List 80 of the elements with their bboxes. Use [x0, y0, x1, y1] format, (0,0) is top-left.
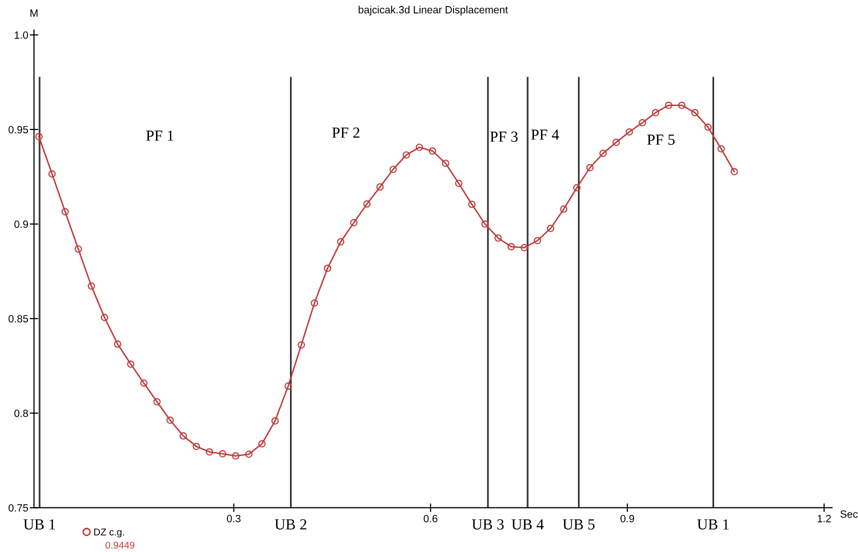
x-axis-title: Sec	[840, 510, 858, 518]
point	[232, 452, 240, 460]
point	[271, 417, 279, 425]
point	[678, 102, 686, 109]
point	[284, 382, 292, 390]
annotation: PF 4	[531, 130, 559, 140]
point	[100, 314, 108, 322]
chart-title: bajcicak.3d Linear Displacement	[358, 6, 508, 16]
point	[245, 450, 253, 458]
y-tick-label: 0.9	[14, 220, 28, 228]
point	[416, 144, 424, 151]
point	[573, 184, 581, 192]
point	[206, 448, 214, 456]
point	[508, 243, 515, 250]
annotation: PF 5	[647, 134, 675, 145]
point	[140, 379, 148, 387]
y-tick-label: 0.8	[14, 410, 28, 418]
point	[586, 164, 594, 172]
point	[534, 236, 542, 244]
point	[336, 238, 344, 246]
point	[258, 440, 266, 448]
point	[730, 168, 738, 176]
point	[402, 151, 410, 159]
point	[638, 118, 646, 126]
point	[468, 200, 476, 208]
x-tick-label: 1.2	[818, 514, 831, 522]
point	[704, 124, 712, 131]
annotation: PF 1	[146, 130, 174, 141]
ref-line-label: UB 1	[697, 519, 729, 530]
point	[546, 224, 554, 232]
point	[428, 147, 436, 155]
point	[442, 160, 450, 168]
point	[560, 205, 568, 213]
x-tick-label: 0.3	[226, 514, 241, 522]
point	[61, 208, 69, 216]
point	[652, 108, 660, 116]
legend-label: DZ c.g.	[94, 528, 124, 538]
ref-line-label: UB 4	[512, 519, 544, 530]
point	[153, 398, 161, 406]
y-axis-title: M	[30, 10, 38, 17]
point	[166, 416, 174, 424]
point	[114, 340, 122, 348]
point	[74, 245, 82, 253]
point	[455, 180, 462, 188]
annotation: PF 3	[490, 132, 518, 142]
point	[298, 341, 305, 349]
text: 0.9449	[106, 542, 134, 549]
point	[494, 234, 502, 242]
point	[127, 360, 134, 368]
point	[599, 150, 607, 157]
point	[35, 132, 43, 140]
point	[717, 145, 725, 152]
point	[310, 299, 318, 307]
ref-line-label: UB 2	[274, 519, 306, 530]
point	[363, 200, 371, 208]
x-tick-label: 0.6	[424, 514, 438, 522]
point	[376, 183, 384, 191]
point	[88, 282, 96, 290]
point	[691, 108, 699, 116]
y-tick-label: 0.75	[8, 504, 28, 512]
x-tick-label: 0.9	[620, 514, 634, 522]
point	[350, 219, 358, 226]
point	[612, 138, 620, 146]
point	[324, 264, 332, 272]
point	[48, 170, 56, 178]
y-tick-label: 0.95	[8, 126, 28, 134]
annotation: PF 2	[332, 128, 360, 138]
point	[180, 432, 187, 440]
y-tick-label: 0.85	[8, 315, 28, 322]
point	[520, 244, 528, 252]
point	[481, 220, 489, 228]
point	[664, 102, 672, 109]
ref-line-label: UB 3	[472, 519, 504, 530]
point	[389, 166, 397, 174]
point	[218, 450, 226, 458]
ref-line-label: UB 1	[24, 519, 55, 530]
ref-line-label: UB 5	[562, 519, 595, 530]
point	[192, 442, 200, 450]
y-tick-label: 1.0	[14, 31, 28, 39]
point	[626, 128, 633, 136]
